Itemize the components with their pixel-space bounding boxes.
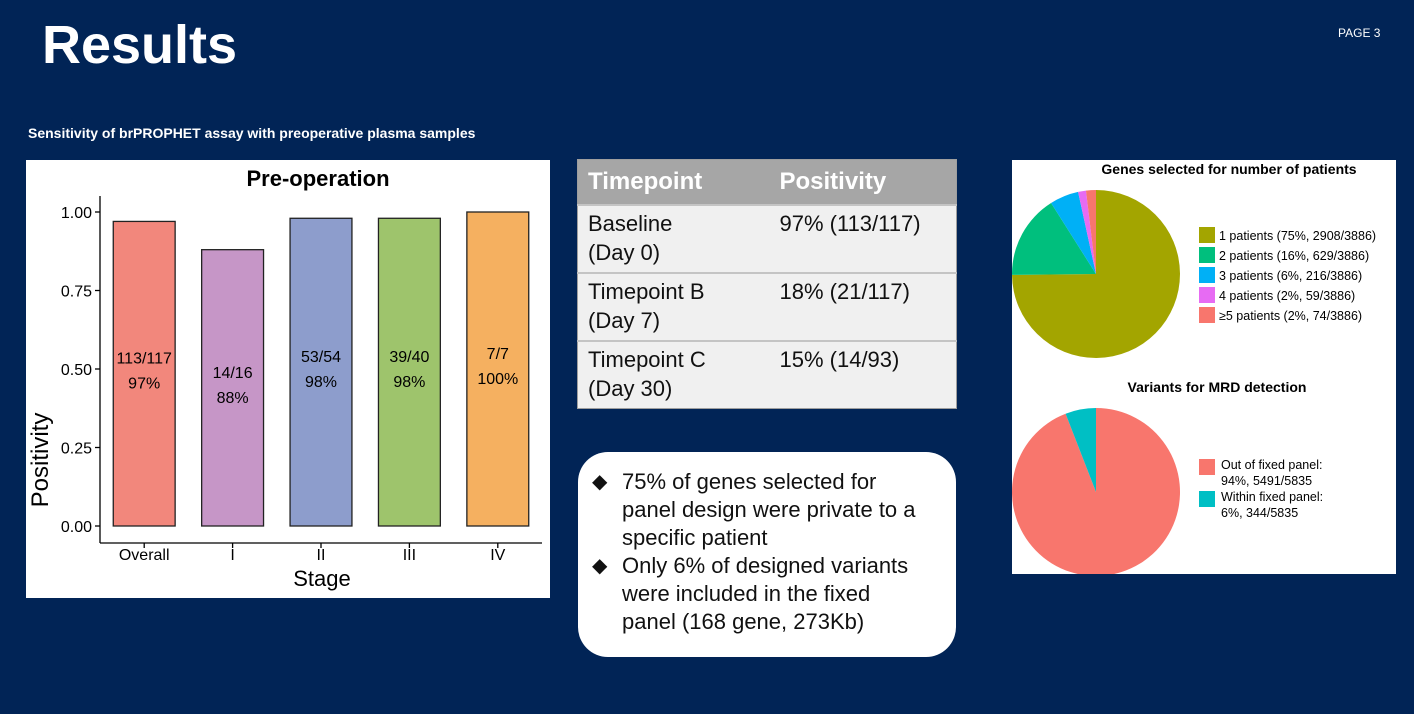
timepoint-cell: Timepoint B (Day 7): [577, 271, 770, 341]
legend-label: 3 patients (6%, 216/3886): [1219, 269, 1362, 283]
summary-notes-box: ◆ 75% of genes selected for panel design…: [578, 452, 956, 657]
bar-percent-label: 98%: [305, 374, 337, 391]
bar-chart-title: Pre-operation: [246, 166, 389, 191]
legend-swatch: [1199, 247, 1215, 263]
legend-label: 6%, 344/5835: [1221, 506, 1298, 520]
variants-pie-title: Variants for MRD detection: [1128, 379, 1307, 395]
bar-percent-label: 97%: [128, 376, 160, 393]
pie-slice: [1085, 190, 1096, 274]
y-tick-label: 1.00: [61, 205, 92, 222]
bar-count-label: 113/117: [116, 351, 172, 368]
bar-chart: Pre-operation Positivity Stage 0.00 0.25 0…: [27, 166, 542, 591]
diamond-bullet-icon: ◆: [592, 471, 608, 493]
y-axis-label: Positivity: [27, 413, 54, 508]
note-line: panel design were private to a: [622, 497, 916, 522]
page-number: PAGE 3: [1338, 26, 1381, 40]
y-tick-label: 0.00: [61, 519, 92, 536]
bar-percent-label: 98%: [393, 374, 425, 391]
timepoint-day: (Day 0): [588, 239, 661, 265]
note-item: ◆ Only 6% of designed variants were incl…: [592, 552, 946, 636]
timepoint-name: Baseline: [588, 210, 673, 236]
note-line: Only 6% of designed variants: [622, 553, 909, 578]
x-tick-label: Overall: [119, 547, 170, 564]
timepoint-cell: Baseline (Day 0): [577, 203, 770, 273]
pie-charts: Genes selected for number of patients Va…: [1011, 161, 1376, 576]
note-item: ◆ 75% of genes selected for panel design…: [592, 468, 946, 552]
timepoint-name: Timepoint C: [588, 346, 706, 372]
x-tick-label: I: [230, 547, 234, 564]
positivity-cell: 18% (21/117): [769, 271, 957, 341]
bar-count-label: 7/7: [487, 346, 509, 363]
bar: [112, 220, 176, 527]
x-tick-label: III: [403, 547, 416, 564]
diamond-bullet-icon: ◆: [592, 555, 608, 577]
section-subtitle: Sensitivity of brPROPHET assay with preo…: [28, 125, 476, 141]
positivity-table: Timepoint Positivity Baseline (Day 0) 97%…: [577, 159, 957, 409]
bar: [289, 217, 353, 527]
legend-swatch: [1199, 307, 1215, 323]
timepoint-day: (Day 30): [588, 375, 673, 401]
table-row: Timepoint C (Day 30) 15% (14/93): [577, 339, 957, 408]
note-line: 75% of genes selected for: [622, 469, 877, 494]
x-tick-label: IV: [490, 547, 505, 564]
pie-charts-panel: Genes selected for number of patients Va…: [1011, 160, 1396, 576]
header-positivity: Positivity: [769, 159, 957, 205]
positivity-cell: 97% (113/117): [769, 203, 957, 273]
pie-slice: [1012, 190, 1180, 358]
pie-slice: [1011, 203, 1096, 275]
bar-count-label: 14/16: [213, 365, 253, 382]
legend-label: 1 patients (75%, 2908/3886): [1219, 229, 1376, 243]
legend-swatch: [1199, 287, 1215, 303]
pie-slice: [1065, 408, 1096, 492]
table-row: Baseline (Day 0) 97% (113/117): [577, 203, 957, 273]
legend-label: 94%, 5491/5835: [1221, 474, 1312, 488]
note-line: were included in the fixed: [622, 581, 871, 606]
bar-percent-label: 100%: [477, 371, 518, 388]
table-row: Timepoint B (Day 7) 18% (21/117): [577, 271, 957, 341]
positivity-cell: 15% (14/93): [769, 339, 957, 408]
bar: [466, 211, 530, 527]
legend-label: Within fixed panel:: [1221, 490, 1323, 504]
y-tick-label: 0.50: [61, 362, 92, 379]
bar-chart-panel: Pre-operation Positivity Stage 0.00 0.25 0…: [26, 160, 550, 598]
bar-percent-label: 88%: [217, 390, 249, 407]
bar-count-label: 39/40: [389, 349, 429, 366]
genes-pie-title: Genes selected for number of patients: [1101, 161, 1356, 177]
legend-label: ≥5 patients (2%, 74/3886): [1219, 309, 1362, 323]
pie-slice: [1012, 408, 1181, 576]
header-timepoint: Timepoint: [577, 159, 770, 205]
bar-count-label: 53/54: [301, 349, 341, 366]
pie-slice: [1051, 191, 1096, 274]
note-line: specific patient: [622, 525, 768, 550]
page-title: Results: [42, 15, 238, 75]
y-tick-label: 0.25: [61, 441, 92, 458]
timepoint-day: (Day 7): [588, 307, 661, 333]
legend-label: Out of fixed panel:: [1221, 458, 1322, 472]
timepoint-name: Timepoint B: [588, 278, 705, 304]
bar: [377, 217, 441, 527]
legend-swatch: [1199, 459, 1215, 475]
legend-label: 4 patients (2%, 59/3886): [1219, 289, 1355, 303]
table-header-row: Timepoint Positivity: [577, 159, 957, 205]
legend-swatch: [1199, 267, 1215, 283]
timepoint-cell: Timepoint C (Day 30): [577, 339, 770, 408]
legend-swatch: [1199, 227, 1215, 243]
legend-label: 2 patients (16%, 629/3886): [1219, 249, 1369, 263]
x-axis-label: Stage: [293, 566, 351, 591]
legend-swatch: [1199, 491, 1215, 507]
y-tick-label: 0.75: [61, 284, 92, 301]
note-line: panel (168 gene, 273Kb): [622, 609, 865, 634]
bar: [201, 249, 265, 527]
x-tick-label: II: [317, 547, 326, 564]
pie-slice: [1078, 190, 1096, 274]
